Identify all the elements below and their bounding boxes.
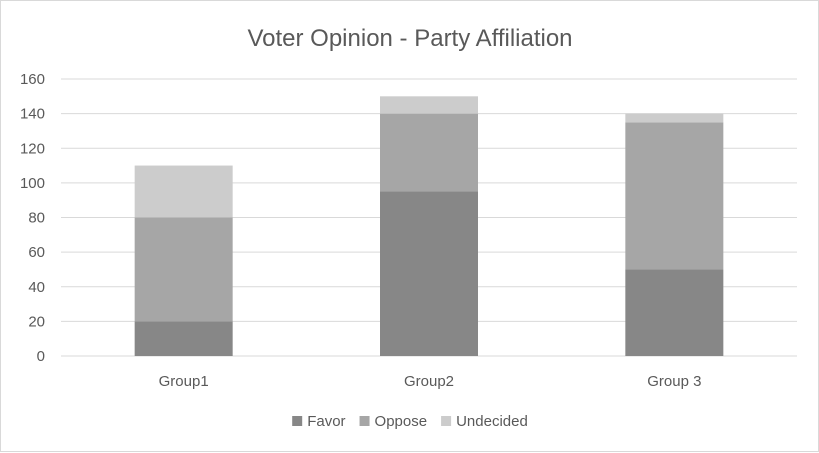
chart-title: Voter Opinion - Party Affiliation (247, 25, 572, 52)
bar-favor-1 (380, 191, 478, 356)
y-tick-label: 120 (20, 140, 45, 157)
y-tick-label: 100 (20, 175, 45, 192)
legend-label-undecided: Undecided (456, 413, 528, 430)
legend-swatch-favor (292, 416, 303, 426)
y-tick-label: 80 (28, 210, 45, 227)
bar-favor-0 (134, 321, 233, 356)
x-tick-label: Group 3 (647, 373, 701, 390)
bar-oppose-0 (134, 217, 233, 322)
bar-undecided-0 (134, 165, 233, 218)
y-axis-ticks: 0 20 40 60 80 100 120 140 160 (20, 71, 45, 365)
legend-label-oppose: Oppose (375, 413, 428, 430)
bar-undecided-2 (625, 113, 724, 123)
legend-label-favor: Favor (307, 413, 345, 430)
bar-undecided-1 (380, 96, 478, 114)
y-tick-label: 60 (28, 244, 45, 261)
y-tick-label: 160 (20, 71, 45, 88)
x-tick-label: Group2 (404, 373, 454, 390)
legend-swatch-undecided (441, 416, 452, 426)
bar-oppose-1 (380, 113, 478, 192)
bar-favor-2 (625, 269, 724, 356)
x-axis-ticks: Group1 Group2 Group 3 (159, 373, 702, 390)
legend: Favor Oppose Undecided (292, 413, 528, 430)
legend-swatch-oppose (359, 416, 370, 426)
y-tick-label: 40 (28, 279, 45, 296)
bar-oppose-2 (625, 122, 724, 270)
bars (134, 96, 724, 356)
y-tick-label: 140 (20, 106, 45, 123)
y-tick-label: 20 (28, 313, 45, 330)
y-tick-label: 0 (37, 348, 45, 365)
x-tick-label: Group1 (159, 373, 209, 390)
